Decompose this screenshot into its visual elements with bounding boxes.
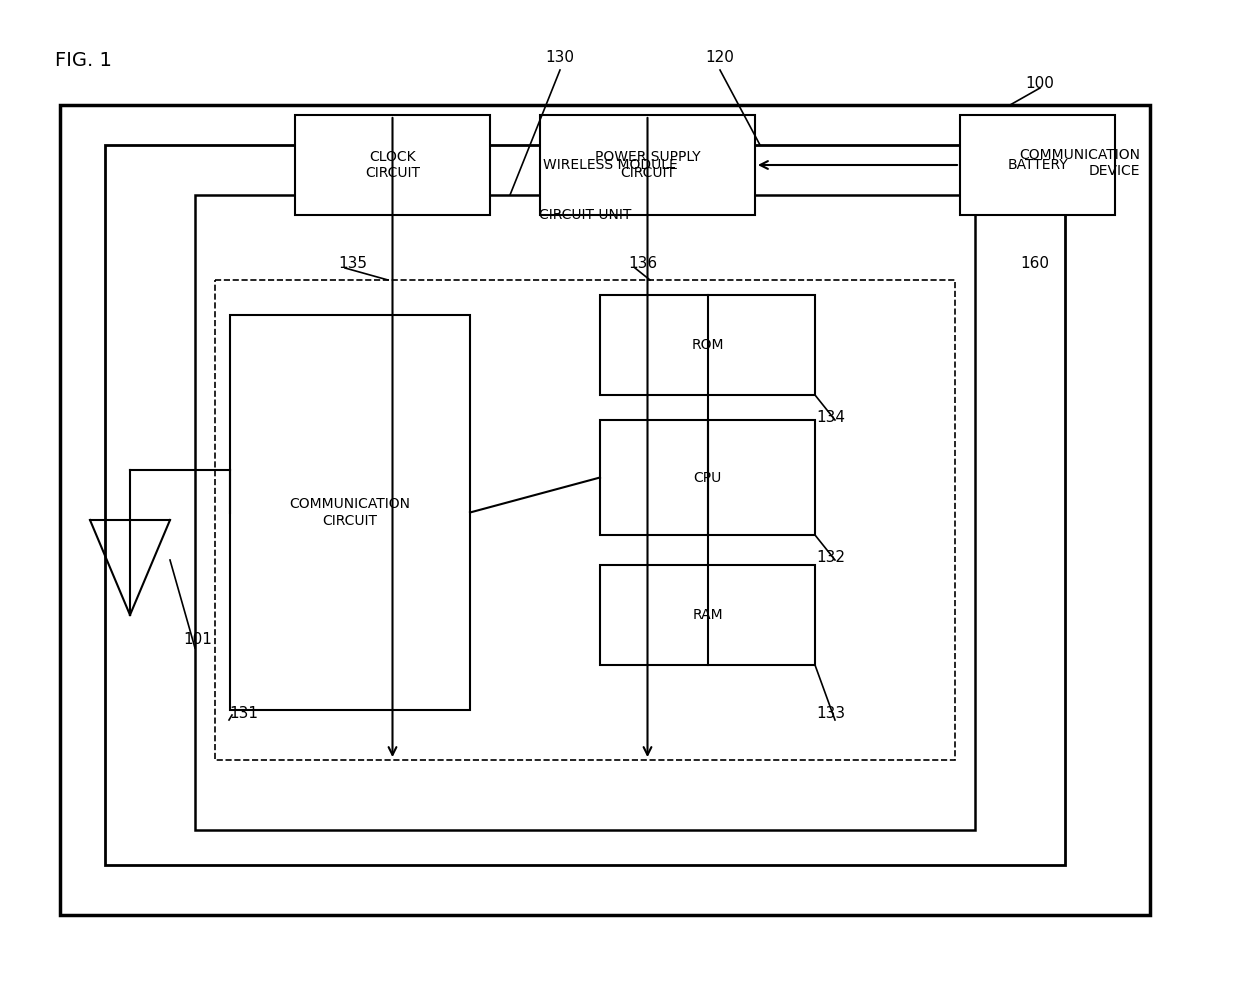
Bar — [540, 115, 755, 215]
Text: CIRCUIT UNIT: CIRCUIT UNIT — [539, 208, 631, 222]
Text: 160: 160 — [1020, 257, 1049, 271]
Text: 132: 132 — [817, 550, 845, 565]
Text: RAM: RAM — [693, 608, 722, 622]
Bar — [216, 280, 955, 760]
Text: FIG. 1: FIG. 1 — [55, 50, 112, 70]
Text: POWER SUPPLY
CIRCUIT: POWER SUPPLY CIRCUIT — [595, 149, 700, 180]
Text: 133: 133 — [817, 707, 845, 722]
Bar — [105, 145, 1066, 865]
Text: 135: 135 — [338, 257, 367, 271]
Bar — [600, 565, 815, 665]
Bar — [600, 295, 815, 395]
Text: 101: 101 — [183, 632, 212, 648]
Text: CLOCK
CIRCUIT: CLOCK CIRCUIT — [366, 149, 420, 180]
Bar — [230, 315, 470, 710]
Text: 131: 131 — [229, 707, 258, 722]
Text: ROM: ROM — [691, 338, 724, 352]
Text: CPU: CPU — [694, 471, 721, 485]
Text: COMMUNICATION
CIRCUIT: COMMUNICATION CIRCUIT — [290, 497, 410, 528]
Bar — [295, 115, 489, 215]
Text: BATTERY: BATTERY — [1007, 158, 1068, 172]
Text: 100: 100 — [1026, 76, 1054, 90]
Text: 120: 120 — [705, 50, 735, 66]
Bar — [195, 195, 975, 830]
Text: WIRELESS MODULE: WIRELESS MODULE — [543, 158, 678, 172]
Text: 136: 136 — [628, 257, 657, 271]
Bar — [600, 420, 815, 535]
Text: 134: 134 — [817, 411, 845, 426]
Bar — [59, 105, 1150, 915]
Bar — [960, 115, 1115, 215]
Text: 130: 130 — [545, 50, 575, 66]
Text: COMMUNICATION
DEVICE: COMMUNICATION DEVICE — [1018, 148, 1140, 178]
